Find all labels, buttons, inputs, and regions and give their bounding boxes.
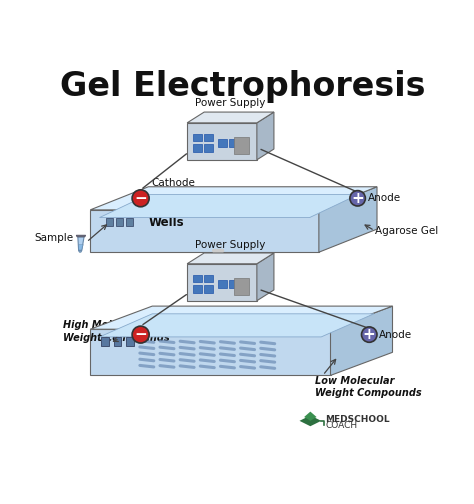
Polygon shape bbox=[79, 244, 83, 250]
Polygon shape bbox=[187, 123, 257, 160]
Bar bbox=[193, 275, 202, 282]
Text: Anode: Anode bbox=[368, 194, 401, 203]
Bar bbox=[204, 145, 213, 152]
Bar bbox=[113, 337, 121, 346]
Polygon shape bbox=[257, 253, 274, 301]
Circle shape bbox=[132, 190, 149, 207]
Bar bbox=[116, 218, 123, 226]
Polygon shape bbox=[100, 314, 374, 337]
Circle shape bbox=[350, 191, 365, 206]
Bar bbox=[193, 145, 202, 152]
Polygon shape bbox=[330, 306, 392, 375]
Text: Anode: Anode bbox=[379, 330, 412, 340]
Polygon shape bbox=[187, 253, 274, 264]
Text: MEDSCHOOL: MEDSCHOOL bbox=[325, 415, 390, 424]
Text: Gel Electrophoresis: Gel Electrophoresis bbox=[60, 70, 426, 103]
Text: Cathode: Cathode bbox=[152, 316, 195, 326]
Circle shape bbox=[362, 327, 377, 342]
Circle shape bbox=[132, 326, 149, 343]
Bar bbox=[229, 280, 237, 288]
Polygon shape bbox=[319, 187, 377, 252]
Text: COACH: COACH bbox=[325, 421, 357, 430]
Bar bbox=[126, 218, 133, 226]
Bar bbox=[234, 137, 249, 154]
Text: +: + bbox=[351, 191, 364, 206]
Bar bbox=[101, 337, 109, 346]
Polygon shape bbox=[76, 235, 86, 237]
Polygon shape bbox=[90, 187, 377, 210]
Text: Wells: Wells bbox=[148, 216, 184, 229]
Text: +: + bbox=[363, 327, 375, 342]
Text: Agarose Gel: Agarose Gel bbox=[375, 226, 439, 236]
Polygon shape bbox=[79, 250, 82, 252]
Bar bbox=[126, 337, 134, 346]
Polygon shape bbox=[187, 264, 257, 301]
Bar bbox=[234, 278, 249, 294]
Bar bbox=[218, 280, 227, 288]
Text: Low Molecular
Weight Compounds: Low Molecular Weight Compounds bbox=[315, 376, 422, 398]
Bar bbox=[193, 134, 202, 141]
Bar bbox=[204, 285, 213, 293]
Bar bbox=[229, 139, 237, 147]
Text: Sample: Sample bbox=[34, 233, 73, 243]
Polygon shape bbox=[90, 210, 319, 252]
Text: High Molecular
Weight Compounds: High Molecular Weight Compounds bbox=[63, 321, 170, 343]
Polygon shape bbox=[90, 329, 330, 375]
Polygon shape bbox=[78, 237, 84, 250]
Bar bbox=[204, 134, 213, 141]
Polygon shape bbox=[257, 112, 274, 160]
Bar bbox=[218, 139, 227, 147]
Text: Cathode: Cathode bbox=[152, 178, 195, 188]
Polygon shape bbox=[187, 112, 274, 123]
Text: −: − bbox=[134, 191, 147, 206]
Bar bbox=[106, 218, 113, 226]
Polygon shape bbox=[304, 412, 317, 421]
Text: −: − bbox=[134, 327, 147, 342]
Bar bbox=[193, 285, 202, 293]
Polygon shape bbox=[300, 415, 321, 426]
Text: Power Supply: Power Supply bbox=[195, 240, 266, 250]
Bar bbox=[204, 275, 213, 282]
Polygon shape bbox=[90, 306, 392, 329]
Text: Power Supply: Power Supply bbox=[195, 98, 266, 108]
Polygon shape bbox=[100, 195, 358, 218]
